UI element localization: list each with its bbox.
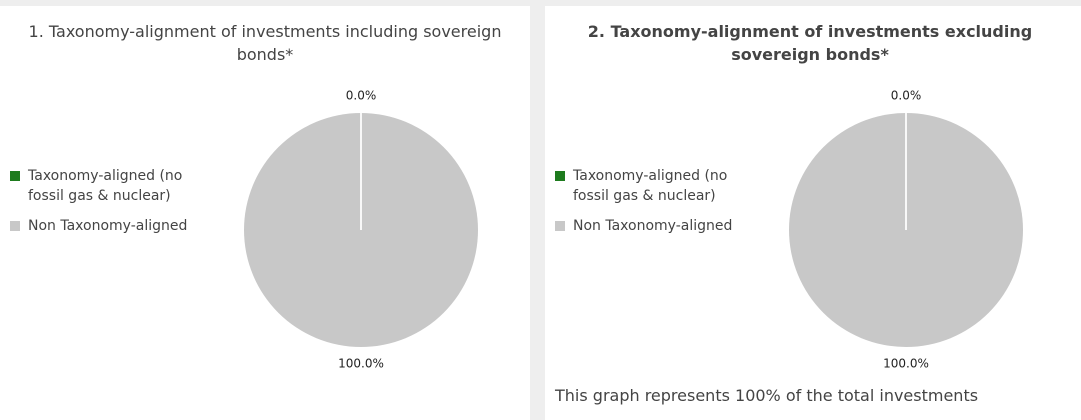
legend-swatch [555, 171, 565, 181]
pie-chart: 0.0% 100.0% [244, 89, 478, 371]
slice-label: 0.0% [346, 89, 377, 103]
slice-label: 0.0% [891, 89, 922, 103]
legend-label: Non Taxonomy-aligned [28, 218, 188, 234]
legend: Taxonomy-aligned (no fossil gas & nuclea… [555, 166, 740, 246]
pie-chart: 0.0% 100.0% [789, 89, 1023, 371]
legend-item: Non Taxonomy-aligned [10, 216, 188, 236]
legend-item: Taxonomy-aligned (no fossil gas & nuclea… [555, 166, 733, 206]
legend-item: Non Taxonomy-aligned [555, 216, 733, 236]
legend-label: Taxonomy-aligned (no fossil gas & nuclea… [573, 168, 728, 204]
legend-swatch [555, 221, 565, 231]
legend-label: Taxonomy-aligned (no fossil gas & nuclea… [28, 168, 183, 204]
legend-swatch [10, 171, 20, 181]
chart-title: 1. Taxonomy-alignment of investments inc… [28, 22, 502, 64]
legend-swatch [10, 221, 20, 231]
chart-title: 2. Taxonomy-alignment of investments exc… [587, 22, 1033, 64]
chart-panel: 1. Taxonomy-alignment of investments inc… [0, 6, 530, 420]
chart-panel: 2. Taxonomy-alignment of investments exc… [545, 6, 1081, 420]
footnote: This graph represents 100% of the total … [555, 386, 979, 405]
slice-label: 100.0% [338, 357, 384, 371]
legend-item: Taxonomy-aligned (no fossil gas & nuclea… [10, 166, 188, 206]
slice-label: 100.0% [883, 357, 929, 371]
legend-label: Non Taxonomy-aligned [573, 218, 733, 234]
legend: Taxonomy-aligned (no fossil gas & nuclea… [10, 166, 195, 246]
